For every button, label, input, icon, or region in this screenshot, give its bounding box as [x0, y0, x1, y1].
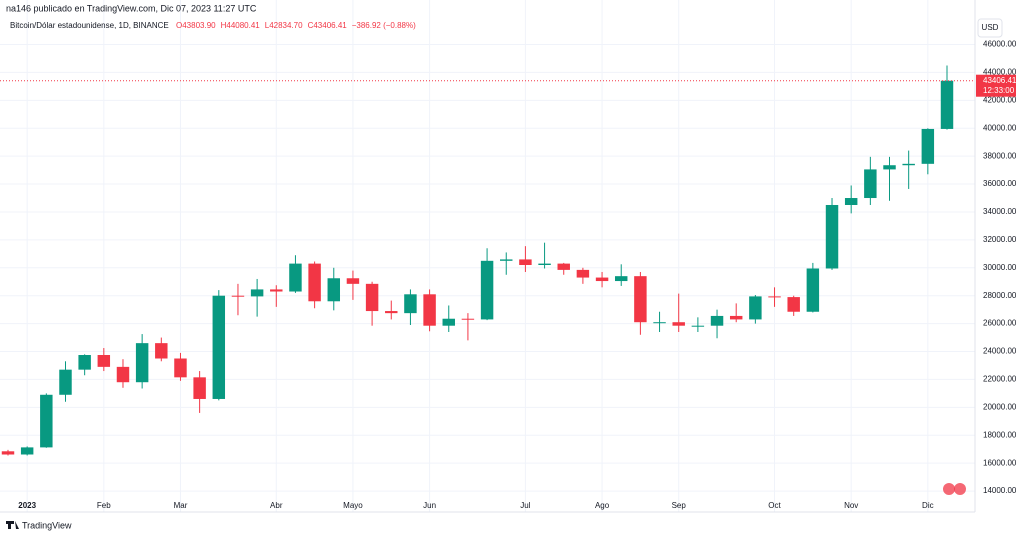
- candle-body: [519, 259, 532, 265]
- candle-body: [212, 295, 226, 399]
- y-tick-label: 16000.00: [983, 458, 1017, 467]
- countdown: 12:33:00: [983, 86, 1015, 95]
- candle-body: [346, 278, 360, 284]
- candle-body: [768, 296, 781, 298]
- author-line: na146 publicado en TradingView.com, Dic …: [6, 3, 257, 13]
- candle-body: [538, 263, 551, 265]
- y-tick-label: 38000.00: [983, 151, 1017, 160]
- candle-body: [365, 283, 379, 312]
- candle-body: [461, 318, 475, 320]
- legend-value: O43803.90: [176, 21, 216, 30]
- y-tick-label: 18000.00: [983, 430, 1017, 439]
- candle-body: [940, 80, 954, 129]
- candle-body: [423, 294, 436, 326]
- candle-body: [289, 263, 302, 292]
- candle-body: [231, 295, 245, 297]
- x-tick-label: Mar: [174, 501, 188, 510]
- candle-body: [20, 447, 34, 455]
- y-tick-label: 20000.00: [983, 402, 1017, 411]
- candle-body: [250, 289, 264, 297]
- x-tick-label: Feb: [97, 501, 111, 510]
- y-tick-label: 14000.00: [983, 486, 1017, 495]
- candle-body: [193, 377, 206, 399]
- y-tick-label: 24000.00: [983, 347, 1017, 356]
- x-tick-label: Jul: [520, 501, 530, 510]
- candle-body: [729, 315, 743, 320]
- candle-body: [500, 259, 513, 261]
- candle-body: [806, 268, 820, 312]
- x-tick-label: Sep: [672, 501, 687, 510]
- currency-button[interactable]: [977, 18, 1003, 38]
- candle-body: [442, 318, 455, 326]
- y-tick-label: 40000.00: [983, 123, 1017, 132]
- y-tick-label: 26000.00: [983, 319, 1017, 328]
- candle-body: [883, 165, 896, 170]
- y-tick-label: 34000.00: [983, 207, 1017, 216]
- price-tag: [976, 74, 1016, 97]
- candle-body: [155, 343, 168, 359]
- candle-body: [480, 260, 494, 320]
- x-tick-label: Ago: [595, 501, 610, 510]
- brand-logo: [6, 521, 19, 529]
- candle-body: [595, 277, 609, 282]
- candle-body: [844, 198, 858, 205]
- candle-body: [921, 128, 935, 164]
- candle-body: [634, 276, 647, 323]
- candle-body: [902, 163, 915, 166]
- y-tick-label: 44000.00: [983, 68, 1017, 77]
- last-price-label: 43406.41: [983, 76, 1017, 85]
- legend-value: C43406.41: [308, 21, 348, 30]
- y-tick-label: 32000.00: [983, 235, 1017, 244]
- candle-body: [59, 369, 72, 395]
- candle-body: [710, 315, 724, 326]
- x-tick-label: Dic: [922, 501, 934, 510]
- candle-body: [1, 451, 15, 455]
- y-tick-label: 42000.00: [983, 95, 1017, 104]
- candle-body: [404, 294, 417, 314]
- candle-body: [327, 278, 341, 302]
- events[interactable]: [943, 483, 966, 495]
- candle-body: [270, 289, 283, 292]
- x-tick-label: Oct: [768, 501, 781, 510]
- brand: TradingView: [22, 520, 72, 530]
- x-tick-label: 2023: [18, 501, 36, 510]
- legend-value: −386.92 (−0.88%): [352, 21, 416, 30]
- candle-body: [308, 263, 321, 302]
- candle-body: [614, 276, 628, 282]
- x-tick-label: Nov: [844, 501, 858, 510]
- y-tick-label: 30000.00: [983, 263, 1017, 272]
- candle-body: [174, 358, 187, 378]
- legend-value: H44080.41: [221, 21, 261, 30]
- candle-body: [116, 366, 130, 383]
- candle-body: [576, 269, 590, 278]
- y-tick-label: 36000.00: [983, 179, 1017, 188]
- currency[interactable]: USD: [982, 23, 999, 32]
- candle-body: [787, 297, 800, 312]
- candle-body: [691, 325, 705, 327]
- candle-body: [825, 204, 839, 269]
- x-tick-label: Mayo: [343, 501, 363, 510]
- candle-body: [385, 311, 398, 314]
- candles: [1, 65, 954, 456]
- y-tick-label: 46000.00: [983, 40, 1017, 49]
- candle-body: [78, 355, 91, 370]
- x-tick-label: Abr: [270, 501, 283, 510]
- y-tick-label: 28000.00: [983, 291, 1017, 300]
- x-tick-label: Jun: [423, 501, 436, 510]
- y-tick-label: 22000.00: [983, 375, 1017, 384]
- candle-body: [749, 296, 762, 320]
- legend-value: L42834.70: [265, 21, 303, 30]
- candle-body: [135, 343, 149, 383]
- ohlc-legend: O43803.90 H44080.41 L42834.70 C43406.41 −386…: [176, 21, 416, 30]
- symbol: Bitcoin/Dólar estadounidense, 1D, BINANC…: [10, 21, 169, 30]
- candle-body: [40, 394, 53, 448]
- candle-body: [97, 355, 111, 367]
- candle-body: [557, 263, 570, 270]
- candle-body: [672, 322, 685, 326]
- candle-body: [653, 322, 666, 324]
- candle-body: [864, 169, 877, 199]
